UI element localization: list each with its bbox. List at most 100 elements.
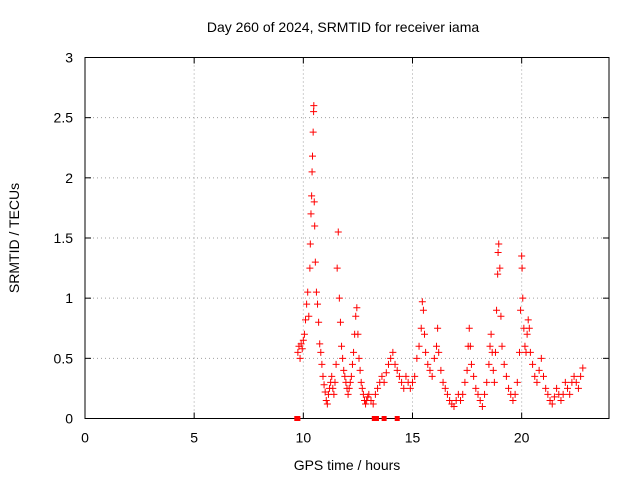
data-point: [296, 354, 304, 362]
data-point: [382, 369, 390, 377]
data-point: [331, 378, 339, 386]
x-tick-label: 10: [296, 430, 312, 446]
data-point: [483, 378, 491, 386]
data-point: [384, 360, 392, 368]
data-point: [557, 396, 565, 404]
y-tick-label: 1: [65, 290, 73, 306]
data-point: [490, 378, 498, 386]
data-point: [494, 248, 502, 256]
data-point: [434, 324, 442, 332]
data-point: [315, 318, 323, 326]
data-point: [574, 384, 582, 392]
data-point: [561, 378, 569, 386]
y-tick-label: 0: [65, 411, 73, 427]
data-point: [358, 384, 366, 392]
data-point: [348, 360, 356, 368]
data-point: [559, 390, 567, 398]
chart-title: Day 260 of 2024, SRMTID for receiver iam…: [207, 19, 480, 35]
data-points: [294, 102, 587, 410]
data-point: [299, 336, 307, 344]
data-point: [518, 264, 526, 272]
data-point: [518, 252, 526, 260]
data-point: [328, 372, 336, 380]
data-point: [450, 402, 458, 410]
data-point: [389, 348, 397, 356]
data-point: [481, 390, 489, 398]
data-point: [550, 393, 558, 401]
data-point: [524, 316, 532, 324]
data-point: [294, 348, 302, 356]
data-point: [579, 364, 587, 372]
data-point: [486, 342, 494, 350]
x-tick-label: 15: [405, 430, 421, 446]
data-point: [395, 372, 403, 380]
data-point: [318, 360, 326, 368]
data-point: [411, 372, 419, 380]
data-point: [566, 390, 574, 398]
data-point: [505, 384, 513, 392]
data-point: [303, 300, 311, 308]
data-point: [308, 168, 316, 176]
data-point: [531, 372, 539, 380]
bottom-marker: [381, 416, 387, 421]
data-point: [465, 324, 473, 332]
data-point: [426, 366, 434, 374]
data-point: [306, 264, 314, 272]
data-point: [314, 300, 322, 308]
data-point: [371, 390, 379, 398]
data-point: [306, 240, 314, 248]
data-point: [495, 240, 503, 248]
data-point: [330, 390, 338, 398]
data-point: [356, 366, 364, 374]
data-point: [357, 378, 365, 386]
data-point: [353, 304, 361, 312]
axis-ticks: [84, 57, 609, 419]
data-point: [511, 390, 519, 398]
x-axis-label: GPS time / hours: [294, 457, 401, 473]
data-point: [466, 342, 474, 350]
data-point: [344, 390, 352, 398]
data-point: [402, 372, 410, 380]
data-point: [311, 258, 319, 266]
data-point: [461, 378, 469, 386]
data-point: [338, 342, 346, 350]
data-point: [312, 288, 320, 296]
y-axis-label: SRMTID / TECUs: [6, 183, 22, 293]
data-point: [336, 318, 344, 326]
data-point: [393, 366, 401, 374]
data-point: [374, 384, 382, 392]
data-point: [352, 312, 360, 320]
data-point: [297, 340, 305, 348]
data-point: [443, 390, 451, 398]
data-point: [439, 378, 447, 386]
data-point: [463, 366, 471, 374]
x-tick-label: 20: [514, 430, 530, 446]
data-point: [320, 381, 328, 389]
data-point: [489, 366, 497, 374]
y-tick-label: 3: [65, 50, 73, 66]
data-point: [546, 396, 554, 404]
data-point: [304, 288, 312, 296]
bottom-marker: [394, 416, 400, 421]
data-point: [537, 354, 545, 362]
data-point: [502, 372, 510, 380]
bottom-marker: [373, 416, 379, 421]
data-point: [457, 396, 465, 404]
data-point: [509, 396, 517, 404]
data-point: [523, 330, 531, 338]
data-point: [367, 396, 375, 404]
data-point: [391, 360, 399, 368]
data-point: [421, 330, 429, 338]
data-point: [494, 270, 502, 278]
data-point: [542, 384, 550, 392]
x-tick-label: 5: [190, 430, 198, 446]
data-point: [355, 354, 363, 362]
y-tick-labels: 0 0.5 1 1.5 2 2.5 3: [54, 50, 74, 427]
data-point: [418, 298, 426, 306]
data-point: [526, 348, 534, 356]
data-point: [415, 342, 423, 350]
data-point: [309, 152, 317, 160]
data-point: [350, 348, 358, 356]
